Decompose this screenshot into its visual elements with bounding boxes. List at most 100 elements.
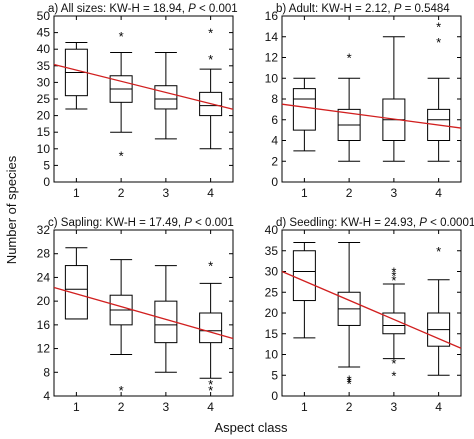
box-iqr bbox=[199, 312, 223, 344]
y-tick-label: 4 bbox=[271, 134, 278, 148]
outlier-asterisk: * bbox=[347, 372, 352, 387]
box-iqr bbox=[292, 88, 316, 131]
y-tick-label: 0 bbox=[271, 175, 278, 189]
panel-title: a) All sizes: KW-H = 18.94, P < 0.001 bbox=[48, 3, 238, 15]
y-tick-label: 12 bbox=[37, 342, 51, 356]
y-axis-label: Number of species bbox=[4, 155, 19, 264]
y-tick-label: 45 bbox=[37, 26, 51, 40]
y-tick-label: 14 bbox=[265, 30, 279, 44]
panel-title: d) Seedling: KW-H = 24.93, P < 0.0001 bbox=[276, 217, 474, 229]
outlier-asterisk: * bbox=[119, 383, 124, 398]
box-group-3 bbox=[154, 265, 178, 373]
regression-line bbox=[53, 286, 234, 340]
x-tick-label: 4 bbox=[207, 186, 214, 200]
panel-title-prefix: c) Sapling: KW-H = 17.49, bbox=[48, 217, 184, 229]
panel-title-prefix: d) Seedling: KW-H = 24.93, bbox=[276, 217, 419, 229]
x-tick-label: 1 bbox=[73, 186, 80, 200]
x-tick-label: 2 bbox=[118, 400, 125, 414]
y-tick-label: 12 bbox=[265, 51, 279, 65]
outlier-asterisk: * bbox=[119, 148, 124, 163]
panel-b: b) Adult: KW-H = 2.12, P = 0.5484 0 2 4 6 8 10… bbox=[265, 3, 462, 200]
outlier-asterisk: * bbox=[208, 383, 213, 398]
panel-title-suffix: = 0.5484 bbox=[401, 3, 450, 15]
box-group-4: ** bbox=[427, 19, 451, 162]
panel-title: b) Adult: KW-H = 2.12, P = 0.5484 bbox=[276, 3, 450, 15]
panel-c: c) Sapling: KW-H = 17.49, P < 0.00148121… bbox=[37, 217, 234, 414]
x-tick-label: 3 bbox=[163, 186, 170, 200]
outlier-asterisk: * bbox=[391, 269, 396, 284]
y-tick-label: 0 bbox=[43, 175, 50, 189]
box-group-2: ** bbox=[109, 29, 133, 163]
outlier-asterisk: * bbox=[436, 244, 441, 259]
x-tick-label: 3 bbox=[163, 400, 170, 414]
y-tick-label: 30 bbox=[37, 75, 51, 89]
outlier-asterisk: * bbox=[208, 52, 213, 67]
box-group-1 bbox=[292, 241, 316, 339]
box-group-2: * bbox=[109, 259, 133, 398]
x-tick-label: 2 bbox=[118, 186, 125, 200]
x-tick-label: 4 bbox=[435, 400, 442, 414]
outlier-asterisk: * bbox=[208, 377, 213, 392]
outlier-asterisk: * bbox=[208, 259, 213, 274]
box-group-3: ***** bbox=[382, 265, 406, 383]
box-group-2: *** bbox=[337, 241, 361, 392]
regression-line bbox=[53, 63, 234, 110]
y-tick-label: 10 bbox=[265, 71, 279, 85]
panel-title-suffix: < 0.0001 bbox=[427, 217, 474, 229]
x-tick-label: 2 bbox=[346, 400, 353, 414]
panel-title-suffix: < 0.001 bbox=[196, 3, 238, 15]
panel-title-stat: P bbox=[394, 3, 402, 15]
x-tick-label: 4 bbox=[435, 186, 442, 200]
y-tick-label: 20 bbox=[37, 109, 51, 123]
y-tick-label: 10 bbox=[37, 142, 51, 156]
panel-title-stat: P bbox=[419, 217, 427, 229]
panel-a: a) All sizes: KW-H = 18.94, P < 0.001 0 5 1… bbox=[37, 3, 238, 200]
outlier-asterisk: * bbox=[347, 374, 352, 389]
y-tick-label: 8 bbox=[43, 365, 50, 379]
box-iqr bbox=[64, 265, 88, 320]
outlier-asterisk: * bbox=[347, 377, 352, 392]
y-tick-label: 16 bbox=[265, 9, 279, 23]
panel-title-prefix: a) All sizes: KW-H = 18.94, bbox=[48, 3, 188, 15]
box-iqr bbox=[382, 312, 406, 335]
regression-line bbox=[281, 270, 462, 349]
y-tick-label: 10 bbox=[265, 348, 279, 362]
x-tick-label: 3 bbox=[391, 186, 398, 200]
y-tick-label: 30 bbox=[265, 265, 279, 279]
y-tick-label: 15 bbox=[37, 125, 51, 139]
regression-line bbox=[281, 103, 462, 129]
box-group-1 bbox=[64, 42, 88, 110]
x-tick-label: 1 bbox=[73, 400, 80, 414]
outlier-asterisk: * bbox=[347, 51, 352, 66]
x-tick-label: 1 bbox=[301, 186, 308, 200]
x-axis-label: Aspect class bbox=[215, 420, 288, 435]
y-tick-label: 16 bbox=[37, 318, 51, 332]
panel-title-stat: P bbox=[188, 3, 196, 15]
y-tick-label: 5 bbox=[271, 368, 278, 382]
y-tick-label: 20 bbox=[37, 294, 51, 308]
y-tick-label: 20 bbox=[265, 306, 279, 320]
y-tick-label: 0 bbox=[271, 389, 278, 403]
box-group-3 bbox=[382, 36, 406, 162]
x-tick-label: 3 bbox=[391, 400, 398, 414]
y-tick-label: 2 bbox=[271, 154, 278, 168]
panel-title: c) Sapling: KW-H = 17.49, P < 0.001 bbox=[48, 217, 234, 229]
outlier-asterisk: * bbox=[391, 368, 396, 383]
box-group-1 bbox=[292, 77, 316, 152]
y-tick-label: 28 bbox=[37, 247, 51, 261]
y-tick-label: 4 bbox=[43, 389, 50, 403]
y-tick-label: 50 bbox=[37, 9, 51, 23]
outlier-asterisk: * bbox=[436, 35, 441, 50]
outlier-asterisk: * bbox=[436, 19, 441, 34]
box-group-1 bbox=[64, 247, 88, 320]
y-tick-label: 15 bbox=[265, 327, 279, 341]
box-group-2: * bbox=[337, 51, 361, 162]
x-tick-label: 4 bbox=[207, 400, 214, 414]
panel-title-stat: P bbox=[184, 217, 192, 229]
y-tick-label: 5 bbox=[43, 158, 50, 172]
outlier-asterisk: * bbox=[119, 29, 124, 44]
x-tick-label: 1 bbox=[301, 400, 308, 414]
y-tick-label: 40 bbox=[265, 223, 279, 237]
box-iqr bbox=[154, 85, 178, 110]
